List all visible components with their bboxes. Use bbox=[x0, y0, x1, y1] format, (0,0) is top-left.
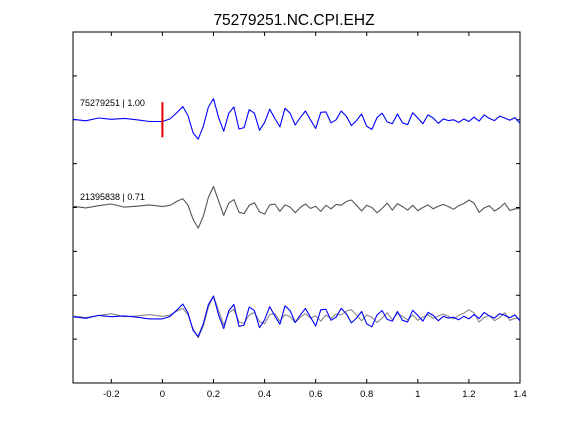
x-tick-label-0: -0.2 bbox=[103, 389, 119, 400]
waveform-layer bbox=[73, 98, 520, 339]
waveform-series-0 bbox=[73, 98, 520, 140]
axes-frame bbox=[72, 31, 521, 384]
trace-label-1: 75279251 | 1.00 bbox=[80, 98, 145, 108]
x-tick-label-7: 1.2 bbox=[462, 389, 475, 400]
x-tick-label-4: 0.6 bbox=[309, 389, 322, 400]
x-tick-label-5: 0.8 bbox=[360, 389, 373, 400]
x-tick-label-3: 0.4 bbox=[258, 389, 271, 400]
x-tick-label-6: 1 bbox=[415, 389, 420, 400]
x-tick-label-2: 0.2 bbox=[207, 389, 220, 400]
trace-label-2: 21395838 | 0.71 bbox=[80, 192, 145, 202]
x-axis: -0.2 0 0.2 0.4 0.6 0.8 1 1.2 1.4 bbox=[103, 32, 527, 400]
x-tick-label-8: 1.4 bbox=[513, 389, 526, 400]
chart-title: 75279251.NC.CPI.EHZ bbox=[213, 12, 374, 29]
waveform-series-1 bbox=[73, 185, 520, 229]
waveform-series-3 bbox=[73, 295, 520, 338]
x-tick-label-1: 0 bbox=[160, 389, 165, 400]
